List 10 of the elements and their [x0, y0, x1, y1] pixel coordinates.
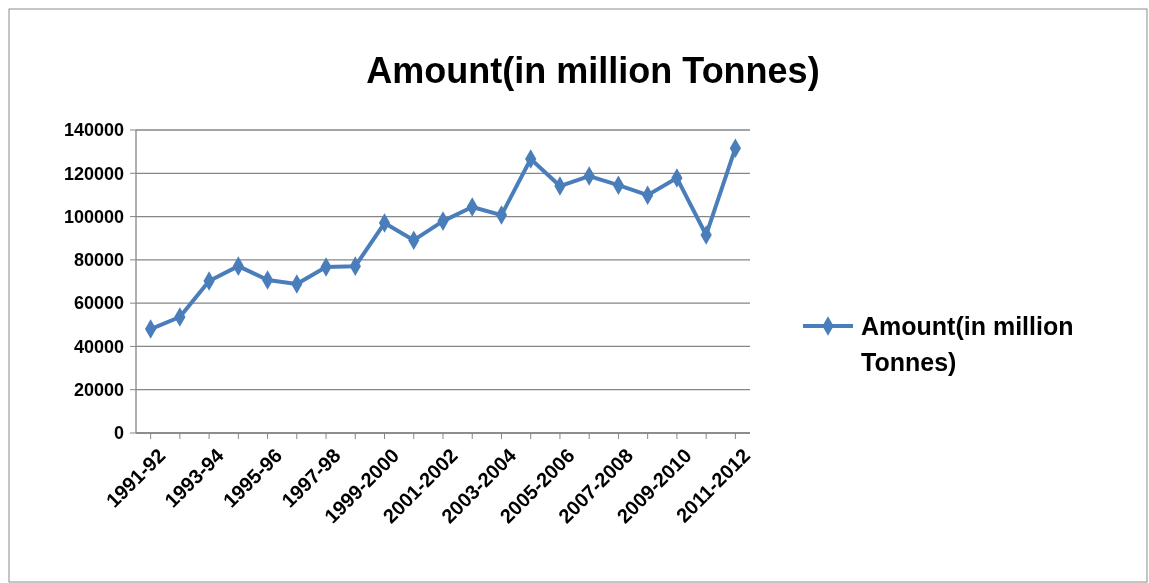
y-tick-label: 40000: [73, 336, 124, 357]
y-tick-label: 140000: [63, 120, 124, 141]
y-tick-label: 0: [113, 423, 124, 444]
y-tick-label: 120000: [63, 163, 124, 184]
y-tick-label: 100000: [63, 206, 124, 227]
chart-title: Amount(in million Tonnes): [366, 50, 820, 91]
y-tick-label: 80000: [73, 250, 124, 271]
legend-label: Amount(in million Tonnes): [861, 311, 1074, 376]
y-tick-label: 20000: [73, 380, 124, 401]
y-tick-label: 60000: [73, 293, 124, 314]
